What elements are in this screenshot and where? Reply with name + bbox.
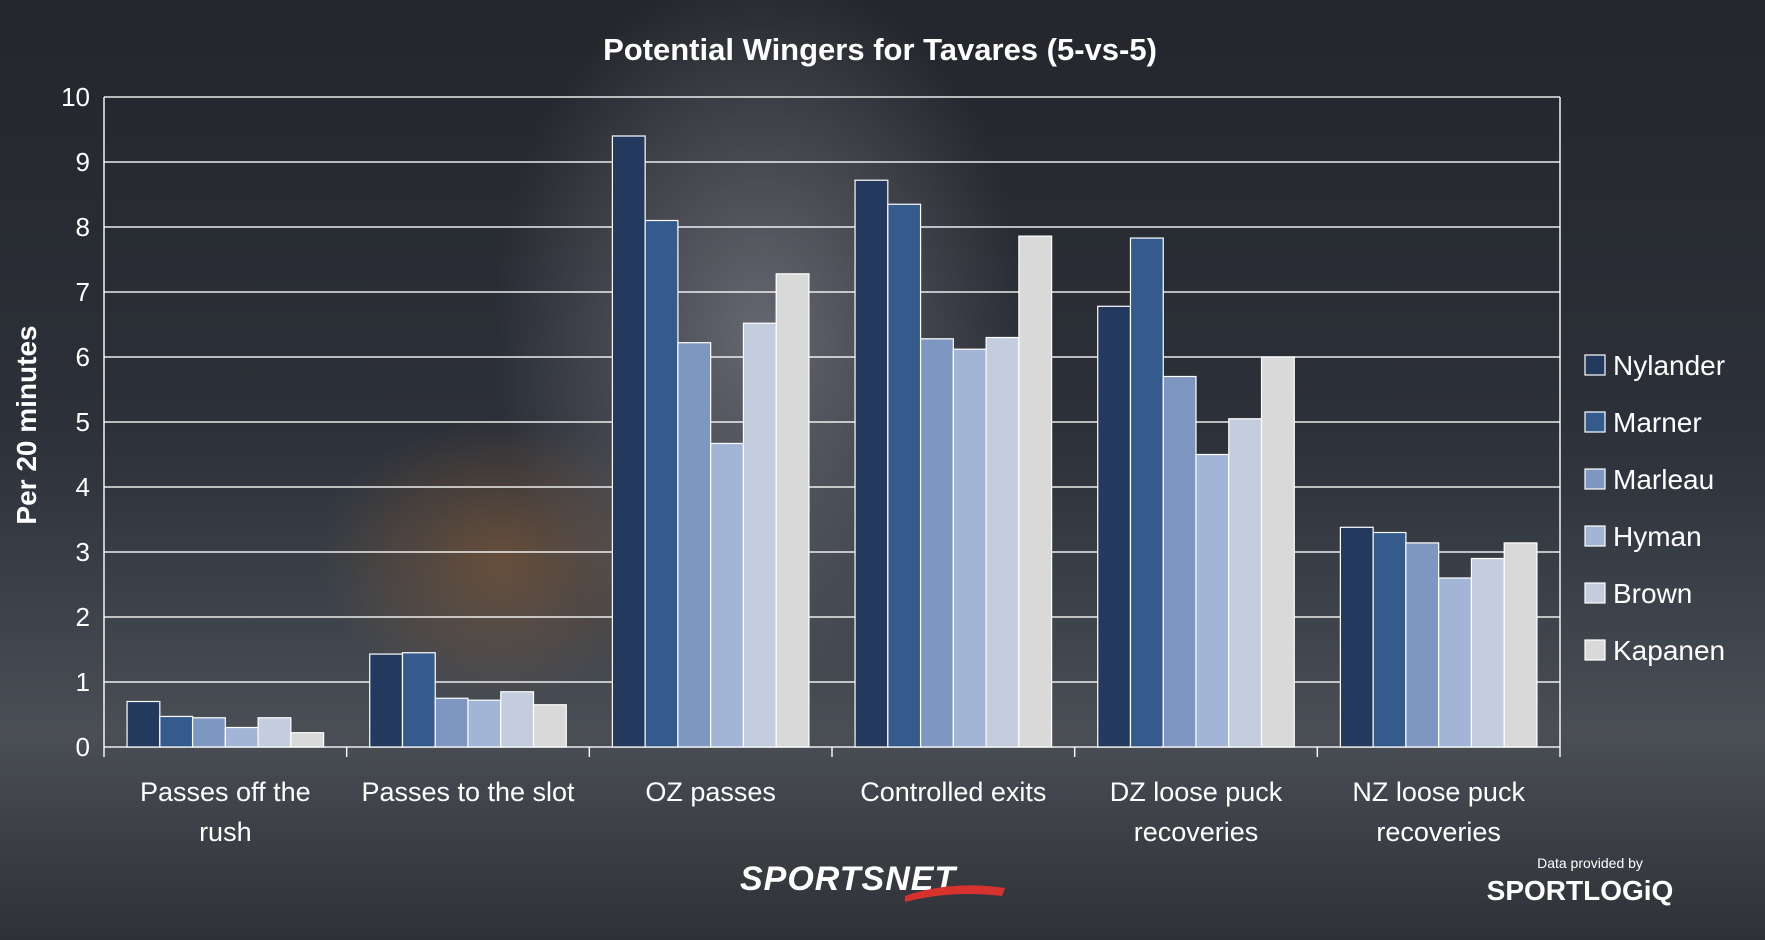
bar-hyman — [952, 348, 987, 748]
legend: Nylander Marner Marleau Hyman Brown Kapanen — [1584, 350, 1725, 666]
bar-marner — [1129, 237, 1164, 748]
y-tick-label: 3 — [76, 537, 90, 567]
bar-brown — [742, 322, 777, 748]
x-tick-label: Controlled exits — [860, 777, 1046, 807]
bar-kapanen — [1503, 542, 1538, 748]
data-provided-by-label: Data provided by — [1537, 855, 1643, 871]
legend-label-nylander: Nylander — [1613, 350, 1725, 381]
bar-hyman — [710, 442, 745, 748]
bar-kapanen — [1260, 356, 1295, 748]
bar-hyman — [1438, 577, 1473, 748]
x-tick-label: OZ passes — [645, 777, 776, 807]
y-tick-label: 10 — [61, 82, 90, 112]
y-tick-label: 9 — [76, 147, 90, 177]
bar-kapanen — [1018, 235, 1053, 748]
bar-marleau — [1162, 375, 1197, 748]
bar-marner — [401, 652, 436, 748]
legend-swatch-brown — [1584, 582, 1606, 604]
bar-brown — [985, 336, 1020, 748]
y-tick-label: 4 — [76, 472, 90, 502]
x-tick-label: Passes to the slot — [361, 777, 575, 807]
bar-marner — [1372, 531, 1407, 748]
bar-marleau — [677, 342, 712, 748]
y-tick-label: 7 — [76, 277, 90, 307]
bar-kapanen — [775, 273, 810, 748]
bar-nylander — [369, 653, 404, 748]
legend-label-marleau: Marleau — [1613, 464, 1714, 495]
legend-swatch-marleau — [1584, 468, 1606, 490]
x-tick-label: Passes off the rush — [140, 777, 311, 847]
legend-swatch-marner — [1584, 411, 1606, 433]
y-tick-label: 8 — [76, 212, 90, 242]
x-tick-labels: Passes off the rush Passes to the slot OZ p… — [103, 747, 1561, 847]
bar-marleau — [434, 697, 469, 748]
bar-hyman — [467, 699, 502, 748]
bar-marner — [159, 715, 194, 748]
bar-marleau — [919, 338, 954, 748]
y-tick-label: 0 — [76, 732, 90, 762]
legend-swatch-nylander — [1584, 354, 1606, 376]
bar-brown — [1228, 418, 1263, 748]
bar-marleau — [1405, 542, 1440, 748]
bars — [126, 135, 1538, 748]
bar-nylander — [1339, 526, 1374, 748]
y-axis-label: Per 20 minutes — [11, 325, 42, 524]
bar-marleau — [191, 717, 226, 748]
legend-label-marner: Marner — [1613, 407, 1702, 438]
sportlogiq-logo: SPORTLOGiQ — [1487, 875, 1674, 906]
legend-label-kapanen: Kapanen — [1613, 635, 1725, 666]
x-tick-label: DZ loose puck recoveries — [1110, 777, 1283, 847]
chart-title: Potential Wingers for Tavares (5-vs-5) — [603, 32, 1157, 67]
bar-nylander — [611, 135, 646, 748]
bar-marner — [644, 219, 679, 748]
legend-label-brown: Brown — [1613, 578, 1692, 609]
legend-swatch-hyman — [1584, 525, 1606, 547]
bar-nylander — [1097, 305, 1132, 748]
bar-nylander — [854, 179, 889, 748]
legend-swatch-kapanen — [1584, 639, 1606, 661]
bar-hyman — [224, 726, 259, 748]
bar-marner — [887, 203, 922, 748]
bar-brown — [1470, 557, 1505, 748]
y-tick-label: 2 — [76, 602, 90, 632]
bar-hyman — [1195, 453, 1230, 748]
x-tick-label: NZ loose puck recoveries — [1352, 777, 1525, 847]
bar-kapanen — [532, 704, 567, 748]
y-tick-label: 6 — [76, 342, 90, 372]
gridlines — [103, 96, 1561, 748]
bar-brown — [500, 691, 535, 748]
y-tick-label: 5 — [76, 407, 90, 437]
bar-nylander — [126, 700, 161, 748]
sportsnet-logo: SPORTSNET — [740, 860, 1005, 902]
bar-kapanen — [290, 732, 325, 748]
y-tick-label: 1 — [76, 667, 90, 697]
bar-brown — [257, 717, 292, 748]
legend-label-hyman: Hyman — [1613, 521, 1702, 552]
sportsnet-swoosh-icon — [905, 885, 1005, 902]
y-tick-labels: 0 1 2 3 4 5 6 7 8 9 10 — [61, 82, 90, 762]
